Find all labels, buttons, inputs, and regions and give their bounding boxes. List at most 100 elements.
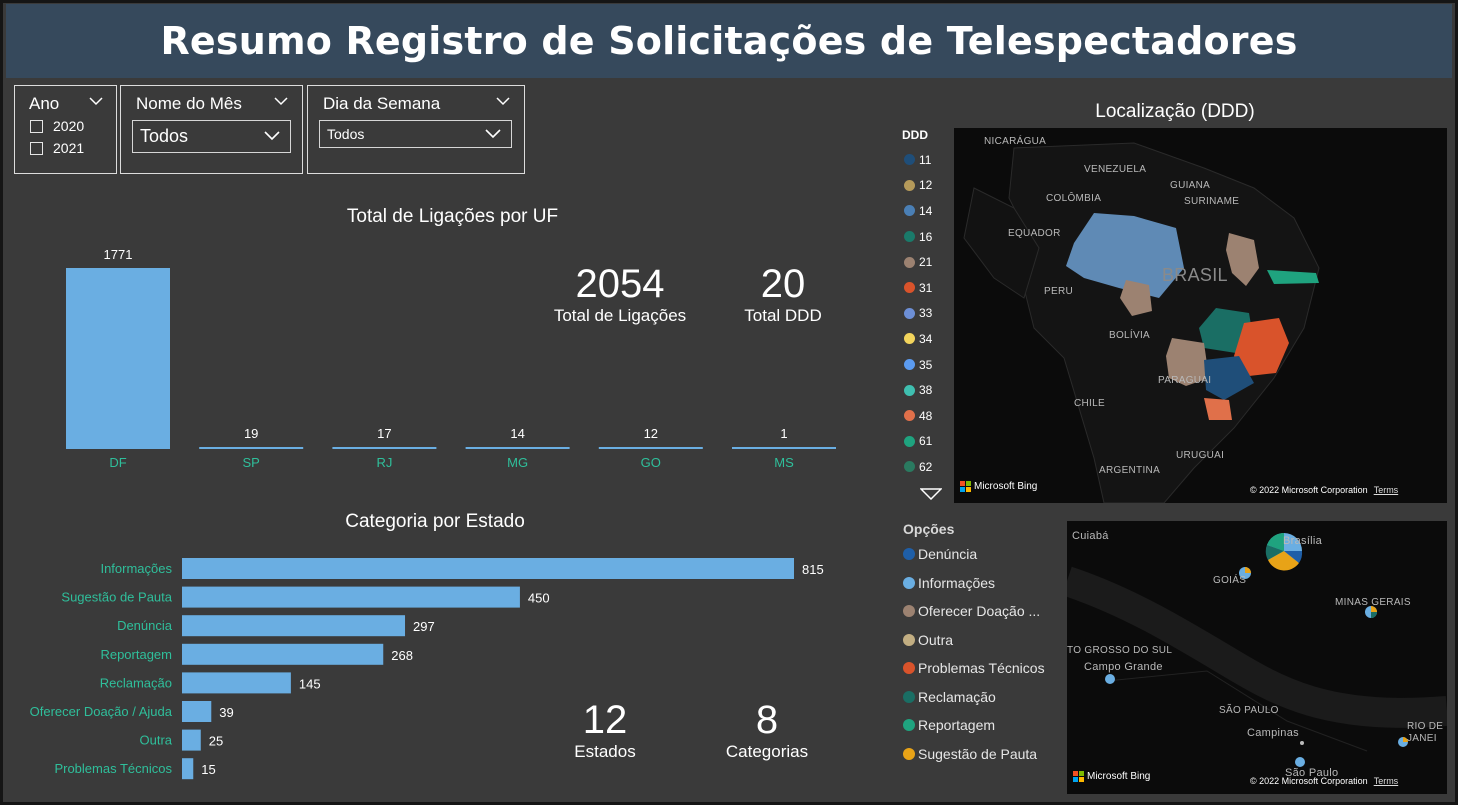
legend-label: Reportagem — [918, 717, 996, 734]
opcoes-legend-item[interactable]: Sugestão de Pauta — [903, 740, 1068, 769]
opcoes-legend-item[interactable]: Reportagem — [903, 711, 1068, 740]
category-bar[interactable] — [182, 643, 384, 665]
legend-label: 34 — [919, 331, 933, 346]
terms-link[interactable]: Terms — [1373, 485, 1399, 495]
ddd-legend-item[interactable]: 31 — [902, 275, 952, 301]
ddd-legend-item[interactable]: 38 — [902, 377, 952, 403]
legend-dot-icon — [904, 384, 915, 396]
chevron-down-icon[interactable] — [264, 130, 280, 141]
weekday-dropdown[interactable]: Todos — [319, 120, 512, 148]
opcoes-legend-item[interactable]: Denúncia — [903, 540, 1068, 569]
uf-bar[interactable] — [732, 447, 836, 449]
opcoes-legend-item[interactable]: Informações — [903, 569, 1068, 598]
uf-bar[interactable] — [332, 447, 437, 449]
category-label: Oferecer Doação / Ajuda — [30, 704, 173, 719]
legend-label: Reclamação — [918, 688, 996, 705]
category-bar-value: 268 — [391, 648, 413, 663]
map-place-label: TO GROSSO DO SUL — [1067, 645, 1173, 656]
pie-minas-gerais — [1365, 606, 1377, 618]
uf-bar[interactable] — [66, 268, 170, 449]
ddd-legend-item[interactable]: 16 — [902, 224, 952, 250]
map-place-label: PARAGUAI — [1158, 375, 1212, 386]
ddd-legend-item[interactable]: 34 — [902, 326, 952, 352]
ddd-legend[interactable]: DDD 11 12 14 16 21 31 33 34 35 38 48 61 62 — [902, 128, 952, 480]
map-place-label: MINAS GERAIS — [1335, 597, 1411, 608]
ddd-legend-item[interactable]: 33 — [902, 301, 952, 327]
uf-category-label: DF — [109, 455, 126, 470]
legend-dot-icon — [903, 747, 915, 760]
uf-bar-value: 19 — [244, 426, 258, 441]
checkbox-ano-2021[interactable]: 2021 — [30, 140, 84, 156]
ddd-region-shapes — [1066, 213, 1319, 420]
opcoes-legend-item[interactable]: Reclamação — [903, 683, 1068, 712]
ddd-legend-item[interactable]: 62 — [902, 454, 952, 480]
opcoes-legend-title: Opções — [903, 521, 955, 537]
bing-attribution: Microsoft Bing — [960, 481, 1037, 492]
cat-chart-title: Categoria por Estado — [345, 511, 525, 532]
slicer-nome-do-mes[interactable]: Nome do Mês Todos — [120, 85, 303, 174]
chevron-down-icon[interactable] — [89, 96, 103, 106]
legend-dot-icon — [904, 231, 915, 243]
microsoft-logo-icon — [960, 481, 971, 492]
microsoft-logo-icon — [1073, 771, 1084, 782]
legend-dot-icon — [904, 282, 915, 294]
report-header: Resumo Registro de Solicitações de Teles… — [6, 4, 1452, 78]
terms-link[interactable]: Terms — [1373, 776, 1399, 786]
month-dropdown-value: Todos — [140, 126, 189, 146]
ddd-legend-item[interactable]: 11 — [902, 147, 952, 173]
category-bar[interactable] — [182, 615, 406, 637]
map-ddd[interactable]: NICARÁGUA VENEZUELA GUIANA SURINAME COLÔ… — [954, 128, 1447, 503]
category-bar[interactable] — [182, 672, 291, 694]
legend-label: Denúncia — [918, 546, 978, 563]
kpi-value: 8 — [755, 698, 779, 742]
map-place-label: SURINAME — [1184, 196, 1240, 207]
ddd-legend-item[interactable]: 48 — [902, 403, 952, 429]
ddd-legend-item[interactable]: 35 — [902, 352, 952, 378]
chevron-down-icon[interactable] — [485, 128, 501, 139]
category-bar[interactable] — [182, 758, 194, 780]
category-bar[interactable] — [182, 586, 520, 608]
legend-label: 38 — [919, 383, 933, 398]
map-opcoes-shapes — [1067, 521, 1447, 794]
opcoes-legend-item[interactable]: Oferecer Doação ... — [903, 597, 1068, 626]
slicer-dia-da-semana[interactable]: Dia da Semana Todos — [307, 85, 525, 174]
slicer-ano[interactable]: Ano 2020 2021 — [14, 85, 117, 174]
category-bar[interactable] — [182, 558, 794, 579]
ddd-legend-item[interactable]: 21 — [902, 249, 952, 275]
uf-bar[interactable] — [465, 447, 570, 449]
legend-dot-icon — [903, 605, 915, 618]
opcoes-legend[interactable]: Opções Denúncia Informações Oferecer Doaçã… — [903, 521, 1068, 768]
ddd-legend-item[interactable]: 61 — [902, 429, 952, 455]
uf-bar[interactable] — [598, 447, 703, 449]
opcoes-legend-item[interactable]: Problemas Técnicos — [903, 654, 1068, 683]
map-place-label: ARGENTINA — [1099, 465, 1161, 476]
uf-category-label: MS — [774, 455, 794, 470]
month-dropdown[interactable]: Todos — [132, 120, 291, 153]
map-place-label: URUGUAI — [1176, 450, 1225, 461]
uf-bar[interactable] — [199, 447, 304, 449]
ddd-legend-item[interactable]: 14 — [902, 198, 952, 224]
kpi-value: 20 — [760, 262, 806, 306]
kpi-estados: 12 Estados — [550, 698, 660, 762]
kpi-value: 12 — [582, 698, 628, 742]
map-opcoes[interactable]: Cuiabá Brasília GOIÁS MINAS GERAIS TO GR… — [1067, 521, 1447, 794]
category-bar[interactable] — [182, 729, 201, 751]
ddd-legend-title: DDD — [902, 128, 928, 142]
map-place-label: RIO DE JANEI — [1407, 721, 1444, 744]
legend-dot-icon — [903, 576, 915, 589]
map-place-label: SÃO PAULO — [1219, 705, 1279, 716]
category-bar[interactable] — [182, 701, 212, 722]
checkbox-box[interactable] — [30, 119, 43, 133]
ddd-legend-item[interactable]: 12 — [902, 173, 952, 199]
legend-dot-icon — [904, 256, 915, 268]
legend-scroll-down-icon[interactable] — [920, 488, 942, 500]
chevron-down-icon[interactable] — [496, 96, 510, 106]
opcoes-legend-item[interactable]: Outra — [903, 626, 1068, 655]
map-place-label: CHILE — [1074, 398, 1105, 409]
map-ddd-title: Localização (DDD) — [1095, 101, 1255, 122]
legend-label: Informações — [918, 574, 996, 591]
legend-dot-icon — [904, 154, 915, 166]
checkbox-ano-2020[interactable]: 2020 — [30, 118, 84, 134]
chevron-down-icon[interactable] — [274, 96, 288, 106]
checkbox-box[interactable] — [30, 141, 43, 155]
